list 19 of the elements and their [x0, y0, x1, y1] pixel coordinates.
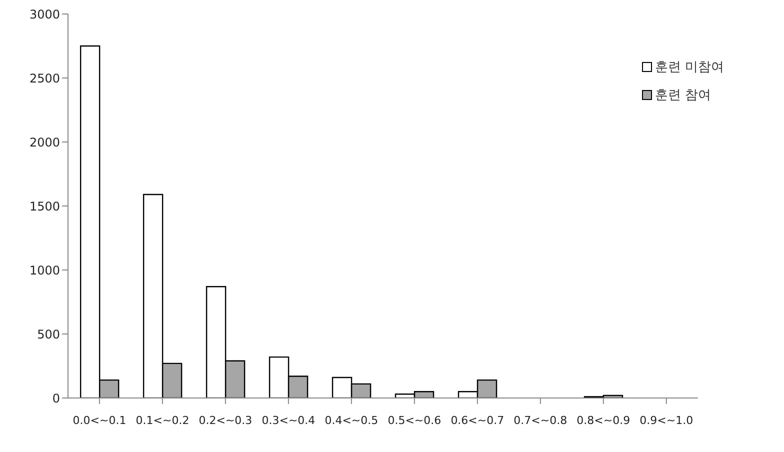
x-tick-label: 0.6<~0.7 — [450, 414, 504, 427]
x-tick-label: 0.1<~0.2 — [136, 414, 190, 427]
x-tick-label: 0.2<~0.3 — [198, 414, 252, 427]
y-tick-label: 0 — [52, 391, 60, 406]
x-tick-label: 0.9<~1.0 — [640, 414, 694, 427]
y-tick-label: 1500 — [29, 199, 60, 214]
x-tick-label: 0.5<~0.6 — [388, 414, 442, 427]
y-tick-label: 1000 — [29, 263, 60, 278]
x-tick-label: 0.0<~0.1 — [72, 414, 126, 427]
y-tick-label: 3000 — [29, 7, 60, 22]
x-tick-label: 0.8<~0.9 — [576, 414, 630, 427]
y-tick-label: 2500 — [29, 71, 60, 86]
legend-label: 훈련 미참여 — [654, 59, 724, 76]
x-tick-label: 0.3<~0.4 — [262, 414, 316, 427]
y-tick-label: 500 — [37, 327, 60, 342]
x-tick-label: 0.7<~0.8 — [514, 414, 568, 427]
legend-label: 훈련 참여 — [654, 87, 711, 104]
x-tick-label: 0.4<~0.5 — [324, 414, 378, 427]
y-tick-label: 2000 — [29, 135, 60, 150]
